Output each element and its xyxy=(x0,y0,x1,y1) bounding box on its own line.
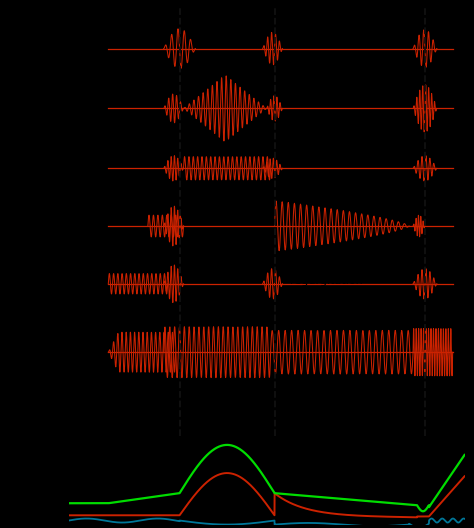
Text: 1st: 1st xyxy=(170,17,189,30)
Text: 2nd: 2nd xyxy=(263,17,286,30)
Text: Mitral
regurgitation: Mitral regurgitation xyxy=(291,207,363,229)
Text: Aortic stenosis: Aortic stenosis xyxy=(291,121,372,131)
Text: B: B xyxy=(87,101,98,116)
Text: E: E xyxy=(88,277,97,291)
Text: Atrial: Atrial xyxy=(358,17,389,30)
Text: Patent ductus
arteriosus: Patent ductus arteriosus xyxy=(291,391,367,412)
Text: 3rd: 3rd xyxy=(312,17,332,30)
Text: Normal: Normal xyxy=(291,61,331,71)
Text: D: D xyxy=(87,219,98,233)
Text: C: C xyxy=(87,161,98,175)
Text: Aortic
regurgitation: Aortic regurgitation xyxy=(291,265,363,286)
Text: A: A xyxy=(87,42,98,55)
Text: Mitral stenosis: Mitral stenosis xyxy=(291,297,371,307)
Text: F: F xyxy=(88,345,97,359)
